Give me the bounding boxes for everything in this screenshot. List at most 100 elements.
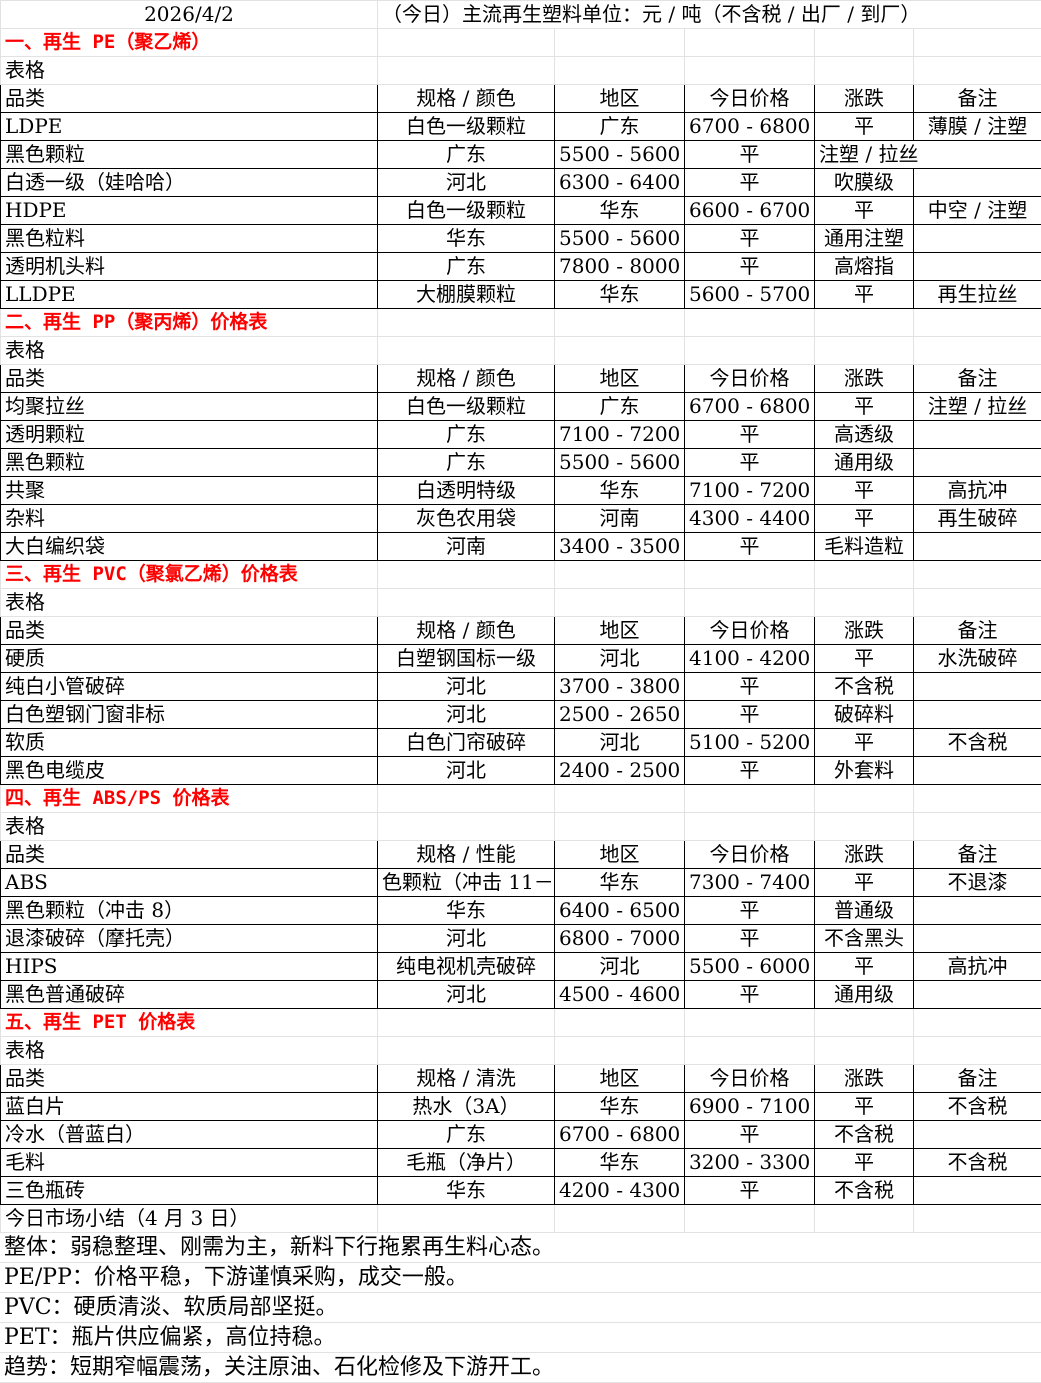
table-cell[interactable]: 黑色普通破碎 bbox=[0, 980, 378, 1009]
section-title[interactable]: 一、再生 PE（聚乙烯） bbox=[0, 28, 378, 57]
empty-cell[interactable] bbox=[814, 56, 914, 85]
empty-cell[interactable] bbox=[912, 588, 1041, 617]
table-cell[interactable]: 河北 bbox=[554, 644, 685, 673]
empty-cell[interactable] bbox=[912, 1204, 1041, 1233]
table-cell[interactable]: 毛瓶（净片） bbox=[377, 1148, 555, 1177]
table-cell[interactable]: 平 bbox=[684, 672, 815, 701]
empty-cell[interactable] bbox=[554, 56, 685, 85]
table-cell[interactable]: 华东 bbox=[377, 1176, 555, 1205]
table-cell[interactable]: 华东 bbox=[377, 224, 555, 253]
table-cell[interactable] bbox=[912, 672, 1041, 701]
empty-cell[interactable] bbox=[554, 560, 685, 589]
table-cell[interactable]: 华东 bbox=[554, 1148, 685, 1177]
table-cell[interactable]: 不含税 bbox=[814, 672, 914, 701]
table-cell[interactable]: 6600 - 6700 bbox=[684, 196, 815, 225]
column-header[interactable]: 今日价格 bbox=[684, 616, 815, 645]
column-header[interactable]: 今日价格 bbox=[684, 364, 815, 393]
table-cell[interactable]: 河北 bbox=[377, 756, 555, 785]
table-cell[interactable]: 河北 bbox=[377, 168, 555, 197]
table-cell[interactable]: 河南 bbox=[554, 504, 685, 533]
table-cell[interactable]: 白色塑钢门窗非标 bbox=[0, 700, 378, 729]
table-cell[interactable]: 6700 - 6800 bbox=[684, 112, 815, 141]
table-cell[interactable]: 6300 - 6400 bbox=[554, 168, 685, 197]
table-cell[interactable]: 2500 - 2650 bbox=[554, 700, 685, 729]
empty-cell[interactable] bbox=[377, 28, 555, 57]
table-cell[interactable] bbox=[913, 140, 1041, 169]
column-header[interactable]: 品类 bbox=[0, 616, 378, 645]
table-cell[interactable]: 河北 bbox=[377, 700, 555, 729]
summary-title[interactable]: 今日市场小结（4 月 3 日） bbox=[0, 1204, 378, 1233]
summary-line[interactable]: PE/PP：价格平稳，下游谨慎采购，成交一般。 bbox=[0, 1263, 1041, 1293]
empty-cell[interactable] bbox=[814, 812, 914, 841]
table-cell[interactable]: 不含税 bbox=[912, 1148, 1041, 1177]
table-cell[interactable]: 高抗冲 bbox=[912, 476, 1041, 505]
table-cell[interactable]: HIPS bbox=[0, 952, 378, 981]
table-cell[interactable] bbox=[912, 252, 1041, 281]
table-cell[interactable]: 黑色粒料 bbox=[0, 224, 378, 253]
table-cell[interactable]: 退漆破碎（摩托壳） bbox=[0, 924, 378, 953]
table-cell[interactable] bbox=[912, 924, 1041, 953]
table-cell[interactable]: 毛料 bbox=[0, 1148, 378, 1177]
column-header[interactable]: 涨跌 bbox=[814, 84, 914, 113]
empty-cell[interactable] bbox=[377, 1036, 555, 1065]
table-cell[interactable]: 河北 bbox=[554, 728, 685, 757]
empty-cell[interactable] bbox=[684, 1008, 815, 1037]
table-cell[interactable]: 平 bbox=[684, 1120, 815, 1149]
column-header[interactable]: 涨跌 bbox=[814, 616, 914, 645]
table-cell[interactable]: 3200 - 3300 bbox=[684, 1148, 815, 1177]
column-header[interactable]: 品类 bbox=[0, 364, 378, 393]
table-cell[interactable]: 不含税 bbox=[814, 1120, 914, 1149]
empty-cell[interactable] bbox=[377, 784, 555, 813]
table-cell[interactable]: 广东 bbox=[377, 448, 555, 477]
empty-cell[interactable] bbox=[554, 1204, 685, 1233]
table-cell[interactable]: 白塑钢国标一级 bbox=[377, 644, 555, 673]
table-cell[interactable]: 纯电视机壳破碎 bbox=[377, 952, 555, 981]
empty-cell[interactable] bbox=[814, 588, 914, 617]
table-label[interactable]: 表格 bbox=[0, 1036, 378, 1065]
column-header[interactable]: 备注 bbox=[912, 84, 1041, 113]
section-title[interactable]: 二、再生 PP（聚丙烯）价格表 bbox=[0, 308, 378, 337]
empty-cell[interactable] bbox=[554, 1008, 685, 1037]
table-cell[interactable]: 6700 - 6800 bbox=[554, 1120, 685, 1149]
table-cell[interactable]: 白透明特级 bbox=[377, 476, 555, 505]
table-cell[interactable]: 高抗冲 bbox=[912, 952, 1041, 981]
table-cell[interactable]: 平 bbox=[814, 504, 914, 533]
table-cell[interactable]: 黑色颗粒（冲击 8） bbox=[0, 896, 378, 925]
table-cell[interactable]: 平 bbox=[684, 252, 815, 281]
table-cell[interactable]: 色颗粒（冲击 11－1 bbox=[377, 868, 555, 897]
table-cell[interactable]: 平 bbox=[814, 952, 914, 981]
table-cell[interactable] bbox=[912, 896, 1041, 925]
table-cell[interactable]: 广东 bbox=[377, 140, 555, 169]
table-cell[interactable]: 黑色颗粒 bbox=[0, 448, 378, 477]
empty-cell[interactable] bbox=[684, 1036, 815, 1065]
empty-cell[interactable] bbox=[814, 28, 914, 57]
empty-cell[interactable] bbox=[814, 336, 914, 365]
table-cell[interactable]: 热水（3A） bbox=[377, 1092, 555, 1121]
table-cell[interactable]: HDPE bbox=[0, 196, 378, 225]
empty-cell[interactable] bbox=[377, 1204, 555, 1233]
table-cell[interactable]: 3700 - 3800 bbox=[554, 672, 685, 701]
empty-cell[interactable] bbox=[814, 784, 914, 813]
unit-note-cell[interactable]: （今日）主流再生塑料单位：元 / 吨（不含税 / 出厂 / 到厂） bbox=[376, 0, 1041, 29]
column-header[interactable]: 备注 bbox=[912, 364, 1041, 393]
table-cell[interactable]: 7800 - 8000 bbox=[554, 252, 685, 281]
summary-line[interactable]: 整体：弱稳整理、刚需为主，新料下行拖累再生料心态。 bbox=[0, 1233, 1041, 1263]
table-cell[interactable]: 河北 bbox=[377, 672, 555, 701]
table-cell[interactable]: 6400 - 6500 bbox=[554, 896, 685, 925]
column-header[interactable]: 涨跌 bbox=[814, 840, 914, 869]
table-cell[interactable]: 平 bbox=[684, 1176, 815, 1205]
column-header[interactable]: 规格 / 颜色 bbox=[377, 364, 555, 393]
empty-cell[interactable] bbox=[377, 56, 555, 85]
empty-cell[interactable] bbox=[554, 784, 685, 813]
table-cell[interactable]: 河北 bbox=[554, 952, 685, 981]
table-cell[interactable]: 5100 - 5200 bbox=[684, 728, 815, 757]
table-cell[interactable]: 不含税 bbox=[814, 1176, 914, 1205]
empty-cell[interactable] bbox=[377, 812, 555, 841]
empty-cell[interactable] bbox=[554, 28, 685, 57]
table-cell[interactable]: 软质 bbox=[0, 728, 378, 757]
table-cell[interactable]: 薄膜 / 注塑 bbox=[912, 112, 1041, 141]
table-cell[interactable]: 平 bbox=[684, 924, 815, 953]
table-cell[interactable]: 6900 - 7100 bbox=[684, 1092, 815, 1121]
table-cell[interactable]: 平 bbox=[684, 168, 815, 197]
table-cell[interactable] bbox=[912, 700, 1041, 729]
